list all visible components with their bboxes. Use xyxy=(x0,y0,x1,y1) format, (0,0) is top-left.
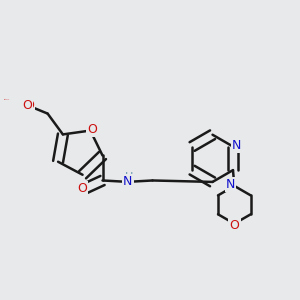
Text: O: O xyxy=(88,123,98,136)
Text: N: N xyxy=(232,139,242,152)
Text: N: N xyxy=(123,176,132,188)
Text: H: H xyxy=(125,172,133,182)
Text: O: O xyxy=(24,99,34,112)
Text: N: N xyxy=(226,178,235,191)
Text: O: O xyxy=(230,219,239,232)
Text: O: O xyxy=(22,99,32,112)
Text: methoxy: methoxy xyxy=(3,99,10,100)
Text: methoxy: methoxy xyxy=(5,98,11,100)
Text: methoxy_end: methoxy_end xyxy=(0,96,8,98)
Text: methoxy: methoxy xyxy=(0,94,1,96)
Text: O: O xyxy=(77,182,87,195)
